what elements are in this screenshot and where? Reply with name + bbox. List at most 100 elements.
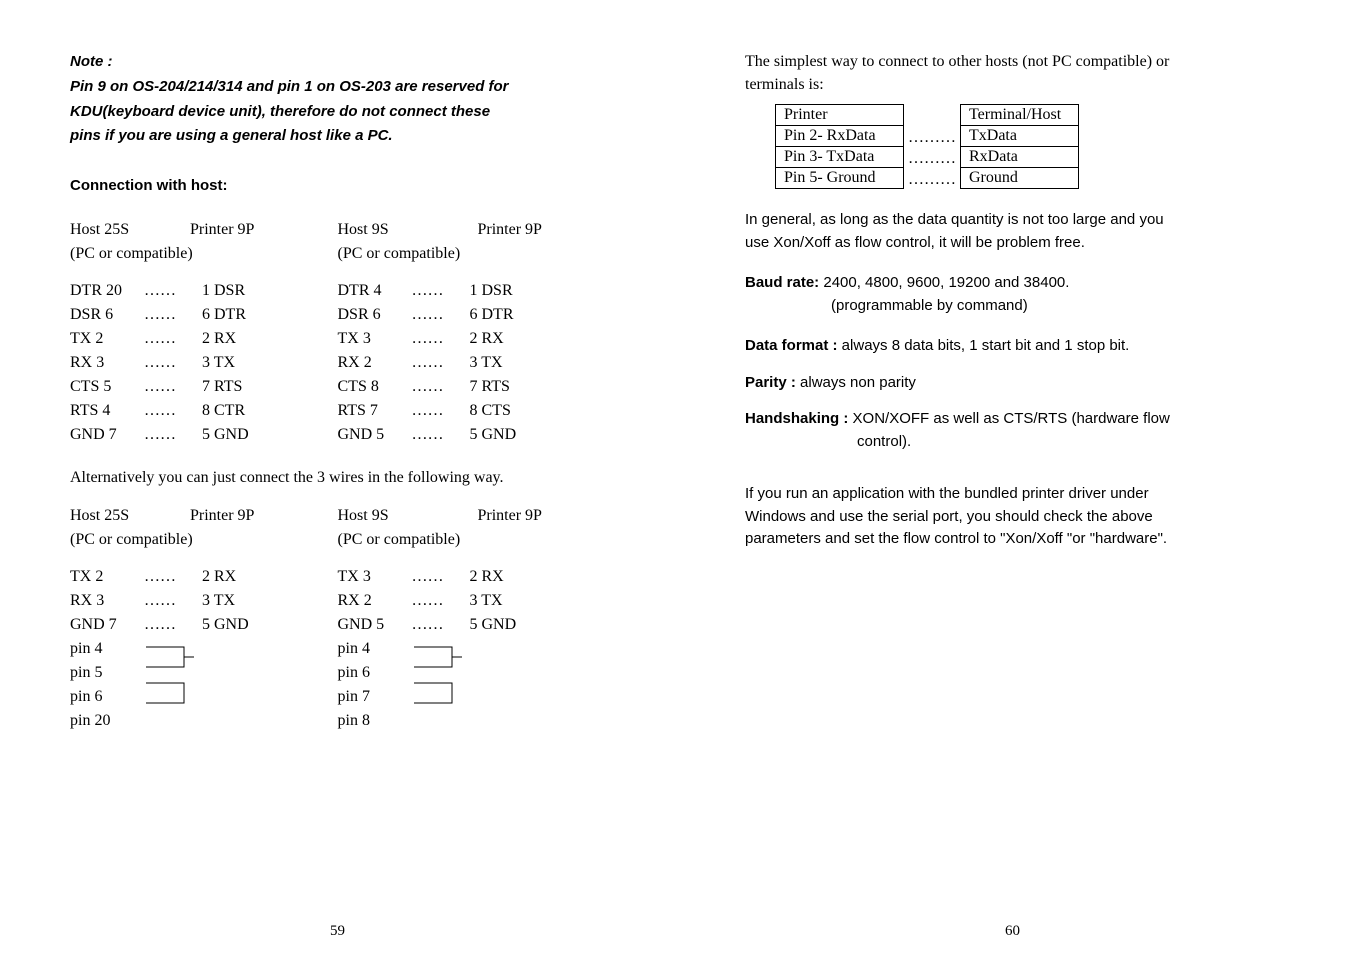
pin-cell: RX 3 (70, 589, 144, 613)
pin-table-headers-b: Host 25S Printer 9P (PC or compatible) H… (70, 504, 605, 551)
pin-cell: pin 7 (338, 685, 412, 709)
pin-cell: pin 4 (70, 637, 144, 661)
col-header: Host 9S (338, 504, 478, 528)
pin-dots: …… (144, 423, 202, 447)
pin-cell: DSR 6 (338, 303, 412, 327)
pin-cell: TX 2 (70, 327, 144, 351)
intro-line: The simplest way to connect to other hos… (745, 50, 1280, 73)
table-cell: TxData (961, 126, 1079, 147)
pin-cell: 3 TX (470, 351, 503, 375)
note-line: pins if you are using a general host lik… (70, 124, 605, 149)
label: Parity : (745, 374, 796, 391)
connection-table: Printer Terminal/Host Pin 2- RxData ……… … (775, 104, 1079, 189)
pin-dots: …… (412, 613, 470, 637)
pin-cell: 2 RX (202, 565, 236, 589)
pin-dots: …… (144, 613, 202, 637)
page-number: 60 (675, 923, 1350, 940)
table-row: Pin 2- RxData ……… TxData (776, 126, 1079, 147)
table-row: Printer Terminal/Host (776, 105, 1079, 126)
table-cell: Pin 5- Ground (776, 168, 904, 189)
pin-dots: …… (412, 375, 470, 399)
pin-cell: TX 3 (338, 327, 412, 351)
col-header: Host 9S (338, 218, 478, 242)
value: always non parity (796, 374, 916, 391)
value: always 8 data bits, 1 start bit and 1 st… (838, 337, 1130, 354)
pin-cell: GND 7 (70, 613, 144, 637)
baud-rate-sub: (programmable by command) (745, 295, 1280, 318)
pin-cell: 3 TX (470, 589, 503, 613)
pin-cell: DSR 6 (70, 303, 144, 327)
pin-cell: 5 GND (470, 423, 517, 447)
pin-cell: pin 8 (338, 709, 412, 733)
pin-cell: RTS 4 (70, 399, 144, 423)
pin-dots: …… (144, 279, 202, 303)
pin-dots: …… (412, 327, 470, 351)
col-subheader: (PC or compatible) (338, 528, 606, 551)
pin-dots: …… (412, 565, 470, 589)
pin-cell: RTS 7 (338, 399, 412, 423)
connection-heading: Connection with host: (70, 177, 605, 194)
table-cell: Pin 3- TxData (776, 147, 904, 168)
general-para: In general, as long as the data quantity… (745, 209, 1280, 254)
pin-dots: …… (412, 279, 470, 303)
pin-cell: TX 2 (70, 565, 144, 589)
pin-cell: CTS 5 (70, 375, 144, 399)
col-header: Host 25S (70, 504, 190, 528)
pin-cell: 2 RX (470, 565, 504, 589)
pin-dots: …… (412, 589, 470, 613)
pin-cell: GND 5 (338, 423, 412, 447)
closing-para: If you run an application with the bundl… (745, 483, 1280, 551)
right-page: The simplest way to connect to other hos… (675, 0, 1350, 954)
pin-cell: RX 3 (70, 351, 144, 375)
pin-cell: GND 7 (70, 423, 144, 447)
pin-cell: 5 GND (202, 423, 249, 447)
pin-dots: …… (144, 589, 202, 613)
pin-cell: DTR 20 (70, 279, 144, 303)
label: Data format : (745, 337, 838, 354)
note-block: Note : Pin 9 on OS-204/214/314 and pin 1… (70, 50, 605, 149)
col-subheader: (PC or compatible) (70, 528, 338, 551)
pin-cell: pin 20 (70, 709, 144, 733)
pin-dots: …… (144, 565, 202, 589)
label: Baud rate: (745, 274, 819, 291)
pin-dots: …… (144, 303, 202, 327)
pin-cell: 8 CTS (470, 399, 511, 423)
pin-dots: …… (412, 303, 470, 327)
text-line: In general, as long as the data quantity… (745, 209, 1280, 232)
pin-cell: GND 5 (338, 613, 412, 637)
table-row: Pin 5- Ground ……… Ground (776, 168, 1079, 189)
bracket-icon (412, 639, 462, 709)
pin-cell: 3 TX (202, 589, 235, 613)
pin-cell: 5 GND (202, 613, 249, 637)
bracket-icon (144, 639, 194, 709)
col-header: Printer 9P (478, 504, 542, 528)
pin-dots: …… (144, 399, 202, 423)
pin-table-headers: Host 25S Printer 9P (PC or compatible) H… (70, 218, 605, 265)
pin-cell: pin 5 (70, 661, 144, 685)
text-line: use Xon/Xoff as flow control, it will be… (745, 232, 1280, 255)
value: 2400, 4800, 9600, 19200 and 38400. (819, 274, 1069, 291)
note-line: Pin 9 on OS-204/214/314 and pin 1 on OS-… (70, 75, 605, 100)
table-row: Pin 3- TxData ……… RxData (776, 147, 1079, 168)
table-cell: ……… (904, 126, 961, 147)
pin-cell: 6 DTR (470, 303, 514, 327)
pin-dots: …… (144, 327, 202, 351)
table-cell: ……… (904, 168, 961, 189)
pin-cell: pin 6 (338, 661, 412, 685)
pin-dots: …… (144, 351, 202, 375)
parity-line: Parity : always non parity (745, 372, 1280, 395)
pin-cell: 1 DSR (470, 279, 513, 303)
pin-cell: 7 RTS (470, 375, 510, 399)
note-heading: Note : (70, 50, 605, 75)
value: XON/XOFF as well as CTS/RTS (hardware fl… (848, 410, 1169, 427)
pin-cell: RX 2 (338, 589, 412, 613)
table-cell: ……… (904, 147, 961, 168)
alt-sentence: Alternatively you can just connect the 3… (70, 467, 605, 489)
pin-cell: 2 RX (202, 327, 236, 351)
pin-table-b: TX 2……2 RX RX 3……3 TX GND 7……5 GND pin 4… (70, 565, 605, 733)
pin-cell: 7 RTS (202, 375, 242, 399)
pin-dots: …… (412, 351, 470, 375)
label: Handshaking : (745, 410, 848, 427)
pin-cell: pin 4 (338, 637, 412, 661)
pin-cell: 3 TX (202, 351, 235, 375)
